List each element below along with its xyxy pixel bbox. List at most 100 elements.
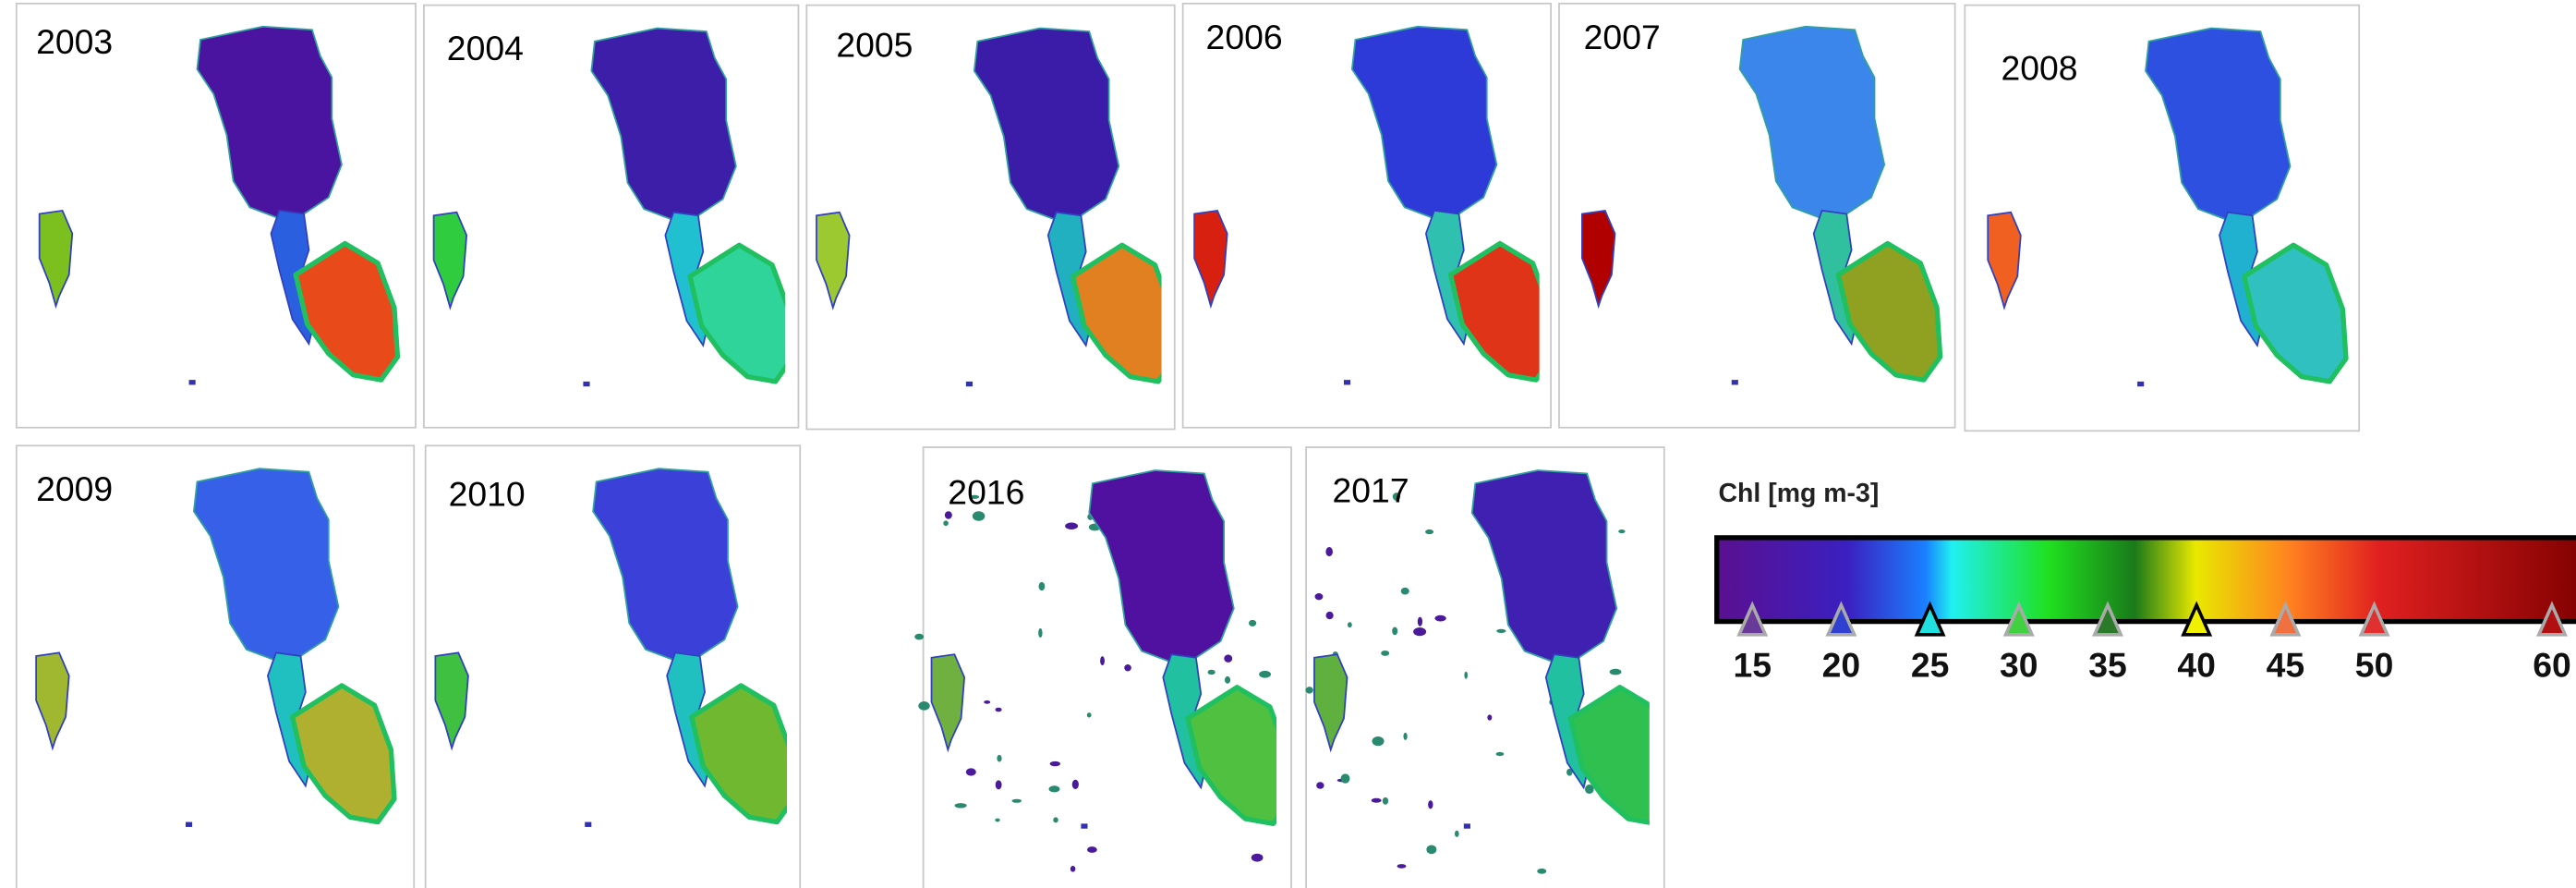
speckle [1397,864,1407,869]
speckle [955,803,967,808]
speckle [1426,845,1436,854]
speckle [1070,866,1076,872]
speckle [996,780,1002,789]
islet [1732,380,1738,384]
islet [186,822,192,827]
year-label: 2010 [449,474,526,513]
speckle [943,520,949,526]
speckle [1049,785,1060,792]
speckle [1401,588,1409,595]
speckle [1315,593,1324,600]
islet [2137,382,2144,386]
speckle [1039,582,1046,590]
year-label: 2005 [836,26,913,65]
figure: 2003 2004 2005 2006 2007 2008 2009 2010 2016 2017… [0,0,2576,888]
speckle [1392,626,1397,635]
tick-label: 60 [2533,645,2571,684]
map-panel: 2017 [1306,447,1673,888]
speckle [1403,733,1407,740]
speckle [996,708,1002,712]
speckle [1225,676,1230,684]
speckle [1425,529,1433,534]
speckle [1087,712,1092,717]
tick-label: 15 [1733,645,1772,684]
map-panel: 2008 [1965,6,2359,432]
speckle [1065,522,1078,529]
speckle [1381,651,1389,656]
speckle [1487,714,1492,720]
speckle [1418,617,1422,626]
islet [585,822,591,827]
year-label: 2006 [1206,18,1283,56]
speckle [1259,671,1271,678]
year-label: 2004 [447,29,524,67]
speckle [1348,622,1352,627]
speckle [1053,817,1058,822]
year-label: 2017 [1333,471,1409,510]
speckle [1428,800,1433,809]
speckle [1208,670,1215,675]
islet [1464,823,1470,828]
speckle [1316,782,1324,788]
speckle [984,700,990,704]
tick-label: 50 [2355,645,2394,684]
tick-label: 20 [1822,645,1861,684]
speckle [995,819,999,822]
speckle [1372,798,1382,803]
map-panel: 2004 [424,6,799,428]
speckle [1610,669,1622,675]
figure-canvas: 2003 2004 2005 2006 2007 2008 2009 2010 2016 2017… [0,0,2576,888]
speckle [1325,547,1333,556]
tick-label: 35 [2088,645,2127,684]
year-label: 2007 [1584,18,1661,56]
tick-label: 25 [1911,645,1950,684]
speckle [1618,529,1625,533]
speckle [1341,773,1350,783]
map-panel: 2009 [17,445,414,888]
speckle [914,634,924,640]
islet [189,380,196,384]
speckle [1038,628,1042,638]
islet [966,382,973,386]
map-panels: 2003 2004 2005 2006 2007 2008 2009 2010 2016 2017 [17,4,2359,888]
year-label: 2003 [36,22,113,61]
speckle [1434,615,1445,622]
tick-label: 45 [2267,645,2305,684]
speckle [1124,664,1131,671]
map-panel: 2005 [806,6,1174,430]
tick-label: 40 [2177,645,2216,684]
speckle [1496,629,1506,633]
map-panel: 2006 [1183,4,1553,428]
speckle [1252,854,1264,862]
speckle [997,755,1001,762]
speckle [973,511,986,520]
speckle [1072,780,1079,789]
speckle [1496,752,1505,756]
islet [1081,823,1087,828]
speckle [1383,797,1388,805]
speckle [1087,846,1097,853]
year-label: 2008 [2001,49,2077,88]
map-panel: 2003 [17,4,416,428]
map-panel: 2016 [914,447,1291,888]
year-label: 2016 [948,472,1024,511]
speckle [1011,799,1022,803]
speckle [1373,736,1385,746]
speckle [945,511,952,518]
speckle [966,768,976,775]
islet [583,382,589,386]
colorbar-title: Chl [mg m-3] [1719,479,1880,508]
speckle [1100,656,1105,665]
colorbar: Chl [mg m-3] 15 20 25 30 35 40 45 50 60 [1717,479,2576,684]
year-label: 2009 [36,469,113,508]
islet [1344,380,1350,384]
tick-label: 30 [2000,645,2038,684]
speckle [1306,687,1313,693]
speckle [1050,761,1060,766]
speckle [1224,654,1232,663]
speckle [1326,612,1334,619]
speckle [1464,672,1468,679]
map-panel: 2010 [426,445,801,888]
map-panel: 2007 [1559,4,1955,428]
speckle [918,701,929,711]
